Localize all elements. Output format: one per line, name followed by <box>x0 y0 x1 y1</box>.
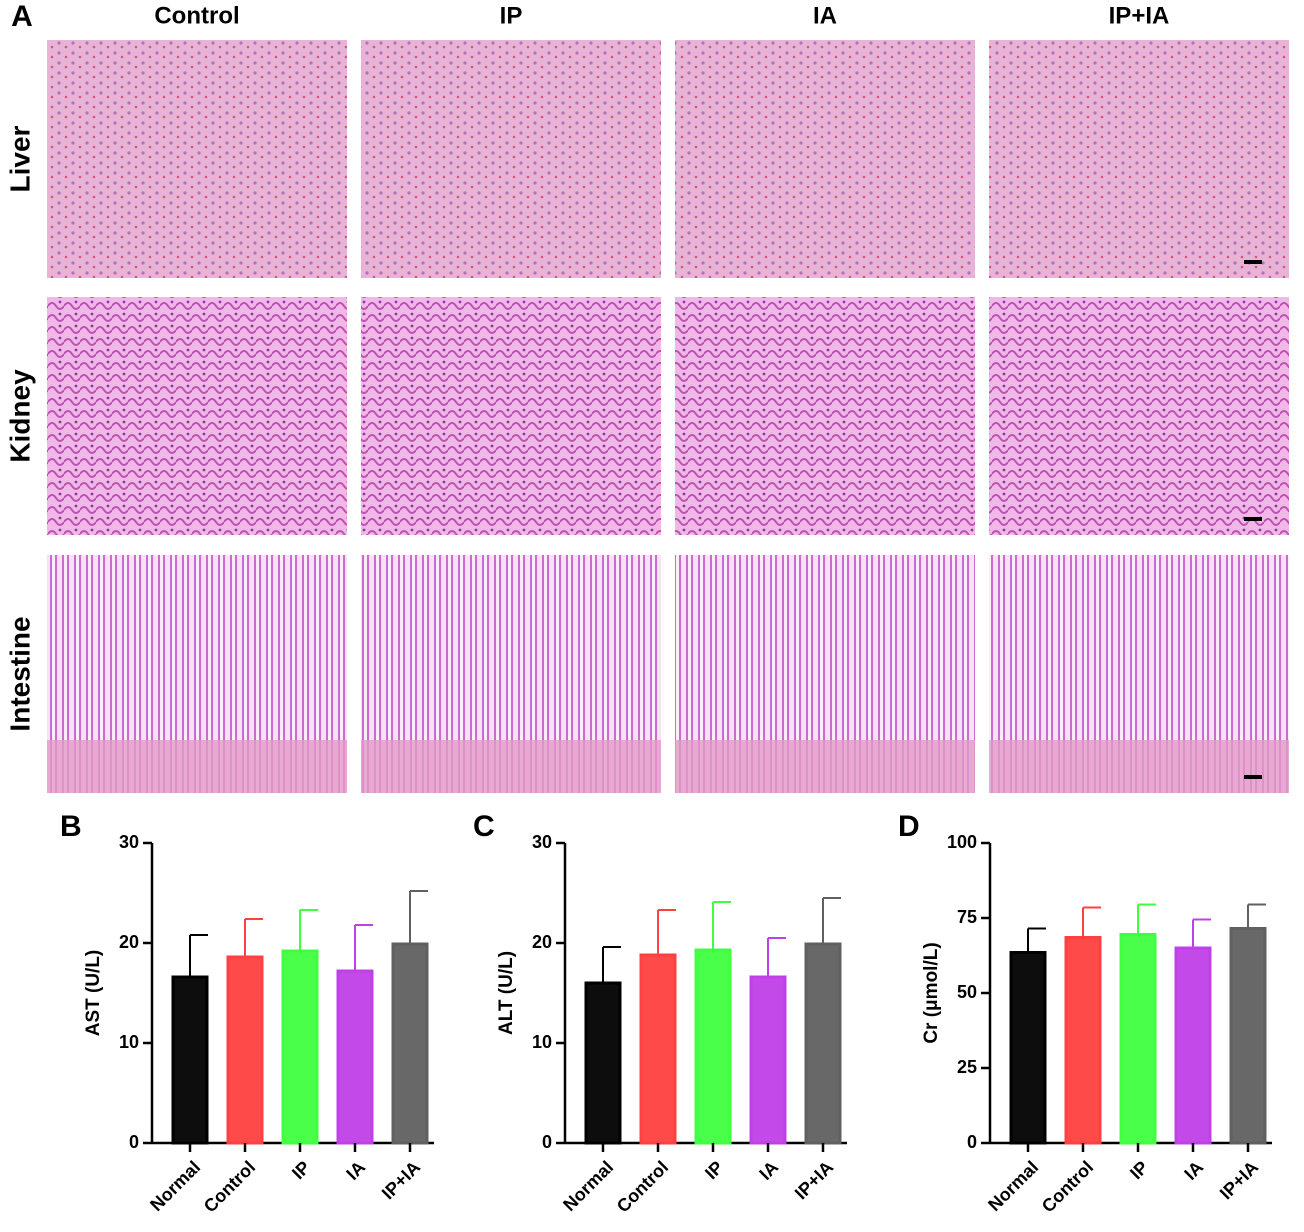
scale-bar <box>1244 517 1262 521</box>
row-label: Intestine <box>4 616 35 731</box>
histology-image <box>675 40 975 278</box>
x-tick-label: Control <box>200 1157 259 1216</box>
x-tick-label: IA <box>755 1157 782 1184</box>
bar <box>1064 936 1102 1145</box>
panel-label: D <box>898 810 920 843</box>
x-tick-label: Control <box>613 1157 672 1216</box>
y-tick-label: 0 <box>129 1132 139 1152</box>
tissue-base <box>675 740 975 793</box>
y-axis-title: ALT (U/L) <box>496 951 517 1035</box>
bar <box>639 953 677 1145</box>
x-tick-label: IP+IA <box>378 1157 424 1203</box>
y-axis-title: Cr (μmol/L) <box>921 942 942 1043</box>
y-tick-label: 100 <box>947 832 977 852</box>
bar <box>1229 927 1267 1145</box>
column-header: IA <box>813 2 837 29</box>
histology-image <box>989 40 1289 278</box>
tissue-base <box>989 740 1289 793</box>
x-tick-label: Control <box>1038 1157 1097 1216</box>
y-tick-label: 25 <box>957 1057 977 1077</box>
y-tick-label: 0 <box>967 1132 977 1152</box>
row-label: Liver <box>4 125 35 192</box>
scale-bar <box>1244 775 1262 779</box>
tissue-base <box>361 740 661 793</box>
bar <box>226 955 264 1145</box>
histology-image <box>47 40 347 278</box>
histology-image <box>361 297 661 535</box>
y-tick-label: 75 <box>957 907 977 927</box>
y-tick-label: 50 <box>957 982 977 1002</box>
y-tick-label: 10 <box>119 1032 139 1052</box>
x-tick-label: Normal <box>984 1157 1042 1215</box>
x-tick-label: IP <box>1126 1157 1152 1183</box>
y-tick-label: 10 <box>532 1032 552 1052</box>
histology-image <box>361 40 661 278</box>
x-tick-label: IA <box>342 1157 369 1184</box>
x-tick-label: IP+IA <box>791 1157 837 1203</box>
bar <box>391 942 429 1145</box>
row-label: Kidney <box>4 369 35 463</box>
x-tick-label: Normal <box>146 1157 204 1215</box>
bar <box>281 949 319 1145</box>
column-header: IP <box>500 2 523 29</box>
histology-image <box>47 297 347 535</box>
x-tick-label: Normal <box>559 1157 617 1215</box>
column-header: Control <box>154 2 239 29</box>
bar <box>171 975 209 1145</box>
column-header: IP+IA <box>1109 2 1170 29</box>
x-tick-label: IP <box>701 1157 727 1183</box>
y-tick-label: 30 <box>532 832 552 852</box>
histology-image <box>989 297 1289 535</box>
y-tick-label: 20 <box>532 932 552 952</box>
x-tick-label: IA <box>1180 1157 1207 1184</box>
x-tick-label: IP+IA <box>1216 1157 1262 1203</box>
histology-image <box>675 297 975 535</box>
tissue-base <box>47 740 347 793</box>
bar <box>694 948 732 1145</box>
y-tick-label: 20 <box>119 932 139 952</box>
scale-bar <box>1244 260 1262 264</box>
y-axis-title: AST (U/L) <box>83 950 104 1037</box>
bar <box>749 975 787 1145</box>
bar <box>1119 933 1157 1145</box>
bar <box>336 969 374 1145</box>
panel-label: C <box>473 810 495 843</box>
bar <box>584 981 622 1145</box>
panel-label: A <box>11 0 33 33</box>
y-tick-label: 30 <box>119 832 139 852</box>
x-tick-label: IP <box>288 1157 314 1183</box>
bar <box>1174 946 1212 1145</box>
bar <box>804 942 842 1145</box>
panel-label: B <box>60 810 82 843</box>
bar <box>1009 951 1047 1145</box>
y-tick-label: 0 <box>542 1132 552 1152</box>
